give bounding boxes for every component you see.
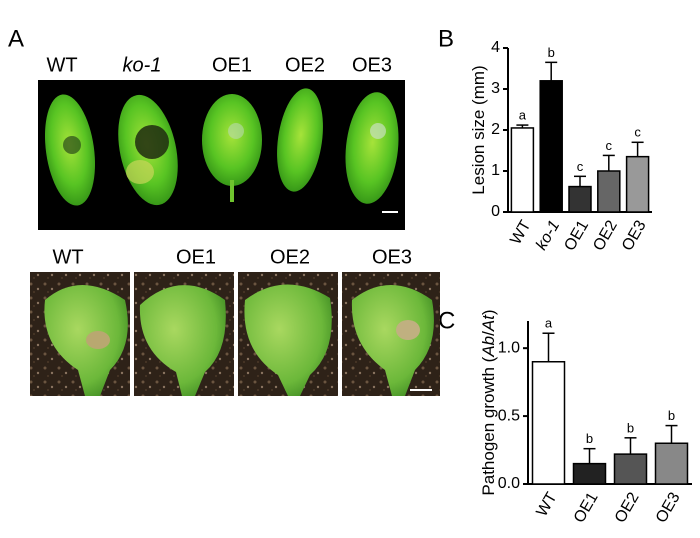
significance-letter: c (606, 138, 613, 153)
y-axis-label: Pathogen growth (Ab/At) (479, 309, 498, 495)
y-axis-label-part: Ab (479, 336, 498, 358)
y-tick-label: 1.0 (498, 339, 520, 356)
photo-label: OE2 (270, 246, 310, 268)
photo-label: OE1 (176, 246, 216, 268)
photo-label: OE3 (352, 54, 392, 76)
y-tick-label: 2 (491, 121, 500, 138)
bar (539, 80, 563, 213)
photo-panel (30, 272, 440, 396)
significance-letter: a (519, 108, 527, 123)
y-tick-label: 0 (491, 203, 500, 220)
x-tick-label: OE3 (619, 218, 650, 254)
photo-label: OE3 (372, 246, 412, 268)
significance-letter: b (548, 45, 555, 60)
y-axis-label-part: Lesion size (mm) (469, 65, 488, 194)
leaf (44, 88, 399, 213)
y-tick-label: 1 (491, 162, 500, 179)
x-tick-label: OE1 (571, 490, 602, 526)
photo-label: OE1 (212, 54, 252, 76)
bar (572, 462, 607, 485)
bar (531, 361, 566, 485)
x-tick-label: OE1 (561, 218, 592, 254)
x-tick-label: OE2 (590, 218, 621, 254)
significance-letter: b (627, 420, 634, 435)
x-tick-label: WT (507, 217, 534, 247)
y-tick-label: 3 (491, 80, 500, 97)
y-axis-label: Lesion size (mm) (469, 65, 488, 194)
x-tick-label: OE3 (653, 490, 684, 526)
significance-letter: b (586, 431, 593, 446)
y-tick-label: 0.0 (498, 475, 520, 492)
x-tick-label: OE2 (612, 490, 643, 526)
x-tick-label: ko-1 (533, 218, 563, 253)
y-axis-label-part: At (479, 314, 498, 332)
bar (510, 127, 535, 213)
panel-label: C (438, 307, 455, 334)
bar (625, 155, 650, 213)
significance-letter: c (634, 125, 641, 140)
y-axis-label-part: Pathogen growth ( (479, 356, 498, 495)
photo-label: OE2 (285, 54, 325, 76)
photo-label: WT (52, 246, 83, 268)
y-axis-label-part: ) (479, 309, 498, 315)
bar (654, 442, 689, 485)
y-tick-label: 4 (491, 39, 500, 56)
significance-letter: a (545, 316, 553, 331)
bar (597, 170, 621, 213)
panel-label: B (438, 25, 454, 52)
significance-letter: b (668, 408, 675, 423)
panel-label: A (8, 25, 24, 52)
y-tick-label: 0.5 (498, 407, 520, 424)
bar (613, 453, 648, 485)
y-axis-label-part: / (479, 331, 498, 336)
x-tick-label: WT (533, 489, 560, 519)
significance-letter: c (577, 159, 584, 174)
bar (568, 185, 592, 213)
photo-label: WT (46, 54, 77, 76)
photo-label: ko-1 (123, 54, 162, 76)
